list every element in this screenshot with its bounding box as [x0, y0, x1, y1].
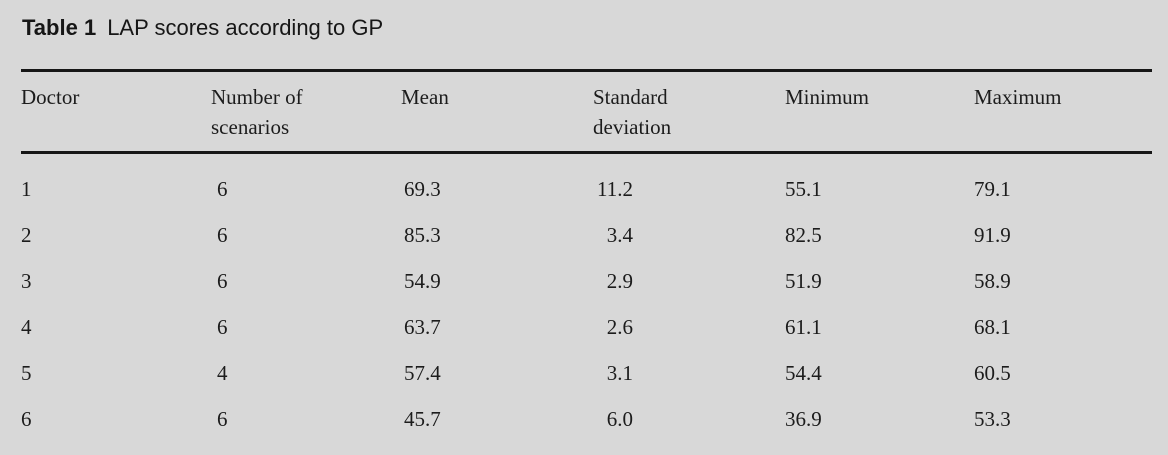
cell-sd: 2.9	[606, 269, 633, 293]
cell-scenarios: 6	[217, 315, 228, 339]
table-caption-text: LAP scores according to GP	[107, 15, 384, 40]
cell-doctor: 1	[21, 177, 32, 201]
cell-sd: 2.6	[606, 315, 633, 339]
cell-maximum: 79.1	[974, 177, 1011, 201]
cell-mean: 85.3	[404, 223, 441, 247]
column-header-mean: Mean	[401, 70, 593, 154]
cell-sd: 6.0	[606, 407, 633, 431]
column-header-maximum: Maximum	[974, 70, 1152, 154]
cell-sd: 3.1	[606, 361, 633, 385]
cell-mean: 45.7	[404, 407, 441, 431]
cell-doctor: 6	[21, 407, 32, 431]
cell-sd: 3.4	[606, 223, 633, 247]
cell-minimum: 55.1	[785, 177, 822, 201]
column-header-scenarios: Number of scenarios	[211, 70, 401, 154]
cell-doctor: 2	[21, 223, 32, 247]
table-row: 2 6 85.3 3.4 82.5 91.9	[21, 212, 1152, 258]
cell-scenarios: 6	[217, 223, 228, 247]
cell-minimum: 61.1	[785, 315, 822, 339]
cell-scenarios: 4	[217, 361, 228, 385]
cell-sd: 11.2	[597, 177, 633, 201]
cell-mean: 54.9	[404, 269, 441, 293]
cell-scenarios: 6	[217, 177, 228, 201]
cell-mean: 63.7	[404, 315, 441, 339]
cell-maximum: 68.1	[974, 315, 1011, 339]
cell-mean: 69.3	[404, 177, 441, 201]
cell-doctor: 3	[21, 269, 32, 293]
column-header-minimum: Minimum	[785, 70, 974, 154]
cell-maximum: 58.9	[974, 269, 1011, 293]
column-header-sd: Standard deviation	[593, 70, 785, 154]
column-header-doctor: Doctor	[21, 70, 211, 154]
cell-minimum: 36.9	[785, 407, 822, 431]
table-row: 3 6 54.9 2.9 51.9 58.9	[21, 258, 1152, 304]
cell-doctor: 4	[21, 315, 32, 339]
cell-maximum: 60.5	[974, 361, 1011, 385]
table-caption-label: Table 1	[22, 15, 97, 40]
cell-doctor: 5	[21, 361, 32, 385]
table-row: 5 4 57.4 3.1 54.4 60.5	[21, 350, 1152, 396]
cell-maximum: 53.3	[974, 407, 1011, 431]
cell-scenarios: 6	[217, 269, 228, 293]
lap-scores-table: Doctor Number of scenarios Mean Standard…	[21, 69, 1152, 442]
cell-mean: 57.4	[404, 361, 441, 385]
table-row: 1 6 69.3 11.2 55.1 79.1	[21, 153, 1152, 213]
table-row: 4 6 63.7 2.6 61.1 68.1	[21, 304, 1152, 350]
table-row: 6 6 45.7 6.0 36.9 53.3	[21, 396, 1152, 442]
cell-minimum: 54.4	[785, 361, 822, 385]
cell-maximum: 91.9	[974, 223, 1011, 247]
cell-scenarios: 6	[217, 407, 228, 431]
cell-minimum: 51.9	[785, 269, 822, 293]
table-caption: Table 1 LAP scores according to GP	[22, 15, 383, 41]
cell-minimum: 82.5	[785, 223, 822, 247]
table-header-row: Doctor Number of scenarios Mean Standard…	[21, 70, 1152, 154]
